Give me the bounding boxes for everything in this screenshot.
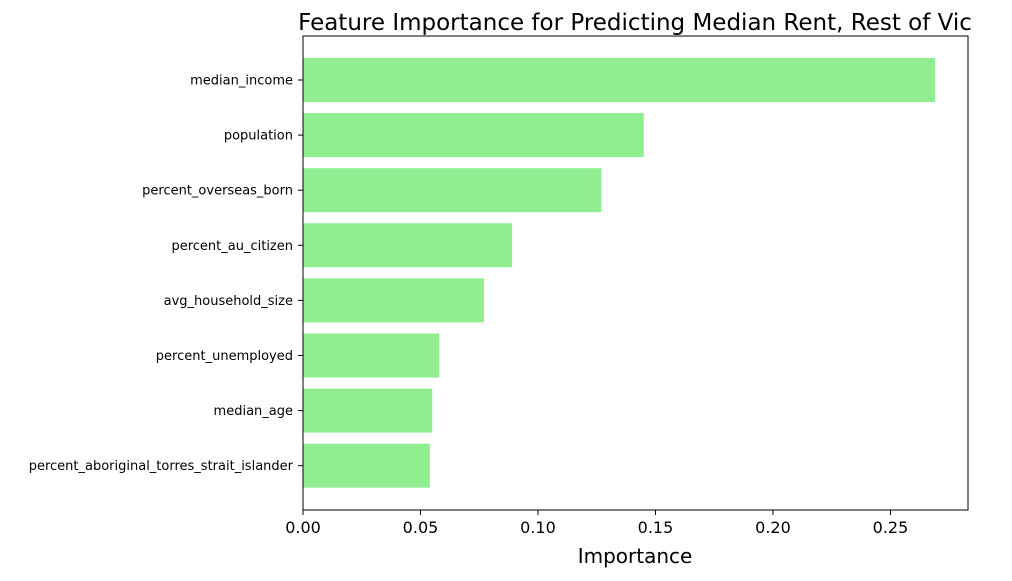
x-axis-ticks: 0.00 0.05 0.10 0.15 0.20 0.25	[285, 510, 908, 537]
bar-percent-aboriginal-torres-strait-islander	[303, 443, 430, 488]
chart-title: Feature Importance for Predicting Median…	[298, 10, 972, 36]
y-tick-label: median_age	[214, 404, 293, 419]
y-tick-label: avg_household_size	[164, 294, 293, 309]
y-tick-label: percent_overseas_born	[142, 184, 293, 199]
bar-population	[303, 113, 644, 158]
x-tick-label: 0.20	[755, 518, 791, 537]
bar-percent-unemployed	[303, 333, 440, 378]
bar-median-age	[303, 388, 433, 433]
y-tick-label: median_income	[190, 74, 293, 89]
y-axis-ticks: median_income population percent_overseas_…	[29, 74, 303, 474]
x-tick-label: 0.15	[638, 518, 674, 537]
x-tick-label: 0.05	[403, 518, 439, 537]
x-tick-label: 0.00	[285, 518, 321, 537]
y-tick-label: percent_aboriginal_torres_strait_islande…	[29, 459, 294, 474]
bar-percent-au-citizen	[303, 223, 513, 268]
y-tick-label: percent_unemployed	[156, 349, 293, 364]
x-axis-label: Importance	[578, 544, 693, 568]
bar-percent-overseas-born	[303, 168, 602, 213]
y-tick-label: population	[224, 129, 293, 144]
plot-area-frame	[302, 35, 969, 511]
x-tick-label: 0.25	[873, 518, 909, 537]
x-tick-label: 0.10	[520, 518, 556, 537]
bars-group	[303, 58, 936, 488]
bar-avg-household-size	[303, 278, 484, 323]
y-tick-label: percent_au_citizen	[171, 239, 293, 254]
bar-median-income	[303, 58, 936, 102]
